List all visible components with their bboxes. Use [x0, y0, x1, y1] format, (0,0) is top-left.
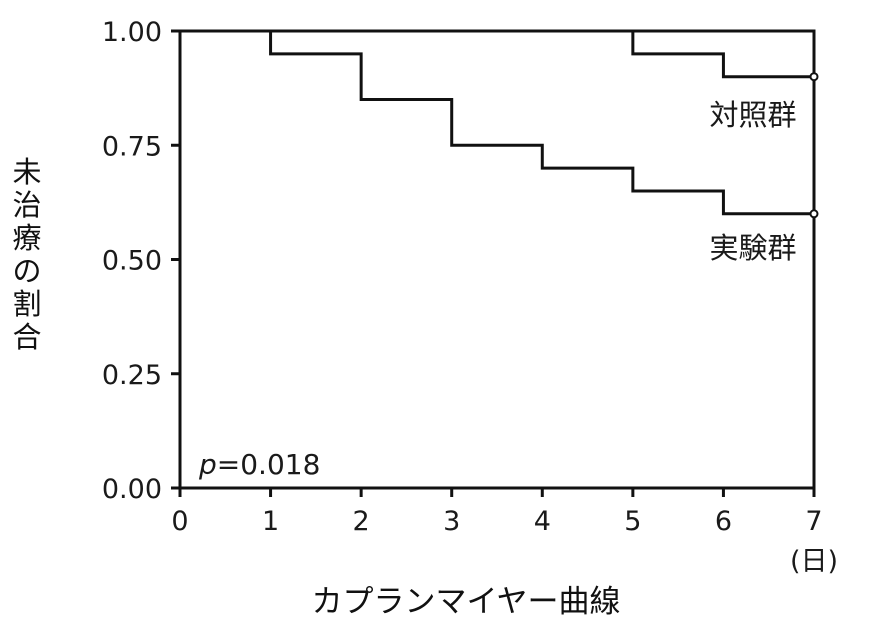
y-axis-title-char: 治 — [12, 188, 41, 222]
survival-curve-control — [180, 29, 814, 79]
y-axis-ticks: 0.00 0.25 0.50 0.75 1.00 — [102, 17, 180, 505]
y-tick-label: 1.00 — [102, 17, 162, 48]
y-tick-label: 0.50 — [102, 246, 162, 277]
y-axis-title-char: 療 — [12, 221, 41, 255]
x-tick-label: 2 — [353, 506, 370, 537]
survival-curves — [180, 29, 819, 219]
x-tick-label: 6 — [715, 506, 732, 537]
x-tick-label: 0 — [171, 506, 188, 537]
x-tick-label: 4 — [534, 506, 551, 537]
censor-marker — [809, 72, 819, 82]
series-label-control: 対照群 — [709, 98, 796, 132]
x-axis-ticks: 0 1 2 3 4 5 6 7 — [171, 488, 823, 537]
y-axis-title-char: 未 — [12, 155, 41, 189]
x-tick-label: 1 — [262, 506, 279, 537]
x-axis-unit: (日) — [790, 546, 838, 577]
y-axis-title-char: 合 — [12, 320, 41, 354]
y-axis-title-char: の — [12, 254, 41, 288]
x-tick-label: 3 — [443, 506, 460, 537]
y-tick-label: 0.25 — [102, 360, 162, 391]
y-axis-title-char: 割 — [12, 287, 41, 321]
y-tick-label: 0.00 — [102, 474, 162, 505]
p-value-annotation: p=0.018 — [198, 448, 320, 481]
p-value-text: =0.018 — [217, 448, 321, 481]
p-value-symbol: p — [198, 448, 217, 481]
x-tick-label: 7 — [805, 506, 822, 537]
series-label-experimental: 実験群 — [709, 231, 796, 265]
survival-curve-experimental — [180, 29, 814, 216]
x-tick-label: 5 — [624, 506, 641, 537]
y-tick-label: 0.75 — [102, 131, 162, 162]
x-axis-title: カプランマイヤー曲線 — [311, 584, 620, 620]
censor-marker — [809, 209, 819, 219]
